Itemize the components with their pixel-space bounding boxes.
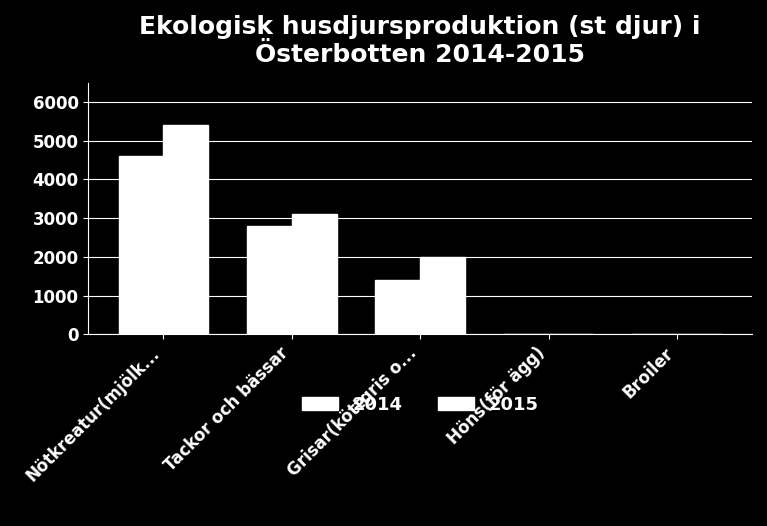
Title: Ekologisk husdjursproduktion (st djur) i
Österbotten 2014-2015: Ekologisk husdjursproduktion (st djur) i…: [140, 15, 701, 67]
Bar: [375, 280, 420, 335]
Bar: [163, 125, 209, 335]
Bar: [119, 156, 163, 335]
Bar: [420, 257, 465, 335]
Legend: 2014, 2015: 2014, 2015: [295, 389, 546, 421]
Bar: [291, 214, 337, 335]
Bar: [247, 226, 291, 335]
